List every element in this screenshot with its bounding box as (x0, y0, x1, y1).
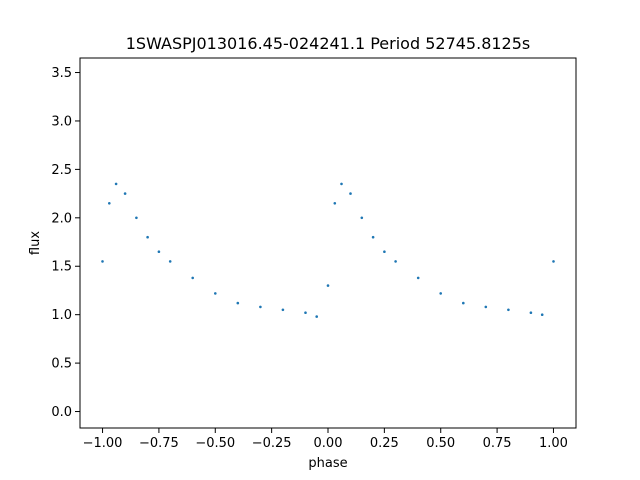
data-point (168, 260, 172, 263)
data-point (552, 260, 555, 263)
y-tick-label: 3.0 (51, 114, 72, 129)
y-tick-label: 2.0 (51, 211, 72, 226)
y-tick-label: 1.0 (51, 308, 72, 323)
data-point (146, 235, 149, 239)
x-tick-label: −1.00 (83, 436, 123, 451)
data-point (333, 202, 337, 205)
data-point (383, 250, 386, 253)
data-point (326, 284, 330, 287)
data-point (135, 216, 138, 220)
data-point (157, 250, 161, 253)
data-point (236, 301, 240, 305)
x-tick-label: −0.50 (195, 436, 235, 451)
y-axis-ticks: 0.0 0.5 1.0 1.5 2.0 2.5 3.0 3.5 (51, 66, 80, 420)
data-point (540, 313, 544, 317)
data-point (439, 292, 443, 295)
data-point (259, 305, 262, 309)
data-point (484, 305, 488, 309)
data-point (529, 311, 533, 315)
plot-area (80, 58, 576, 428)
data-point (304, 311, 307, 315)
data-point (101, 260, 104, 263)
data-point (123, 192, 127, 195)
chart-title: 1SWASPJ013016.45-024241.1 Period 52745.8… (126, 34, 531, 53)
x-tick-label: 0.75 (483, 436, 512, 451)
data-point (191, 276, 194, 280)
data-point (315, 315, 319, 318)
x-tick-label: 0.00 (314, 436, 343, 451)
scatter-points (101, 182, 555, 318)
x-tick-label: −0.75 (139, 436, 179, 451)
data-point (360, 216, 364, 220)
x-axis-label: phase (308, 456, 347, 471)
data-point (214, 292, 217, 295)
y-tick-label: 0.0 (51, 405, 72, 420)
data-point (108, 202, 111, 205)
y-tick-label: 1.5 (51, 260, 72, 275)
x-axis-ticks: −1.00 −0.75 −0.50 −0.25 0.00 0.25 0.50 0.75 1.00 (83, 428, 568, 451)
data-point (416, 276, 420, 280)
y-tick-label: 2.5 (51, 163, 72, 178)
data-point (394, 260, 397, 263)
x-tick-label: 1.00 (539, 436, 568, 451)
data-point (507, 308, 510, 312)
data-point (349, 192, 352, 195)
y-tick-label: 3.5 (51, 66, 72, 81)
x-tick-label: 0.25 (370, 436, 399, 451)
data-point (281, 308, 285, 312)
data-point (340, 182, 343, 186)
data-point (462, 301, 465, 305)
data-point (114, 182, 118, 186)
y-tick-label: 0.5 (51, 357, 72, 372)
data-point (371, 235, 375, 239)
y-axis-label: flux (28, 231, 43, 255)
x-tick-label: 0.50 (426, 436, 455, 451)
x-tick-label: −0.25 (252, 436, 292, 451)
